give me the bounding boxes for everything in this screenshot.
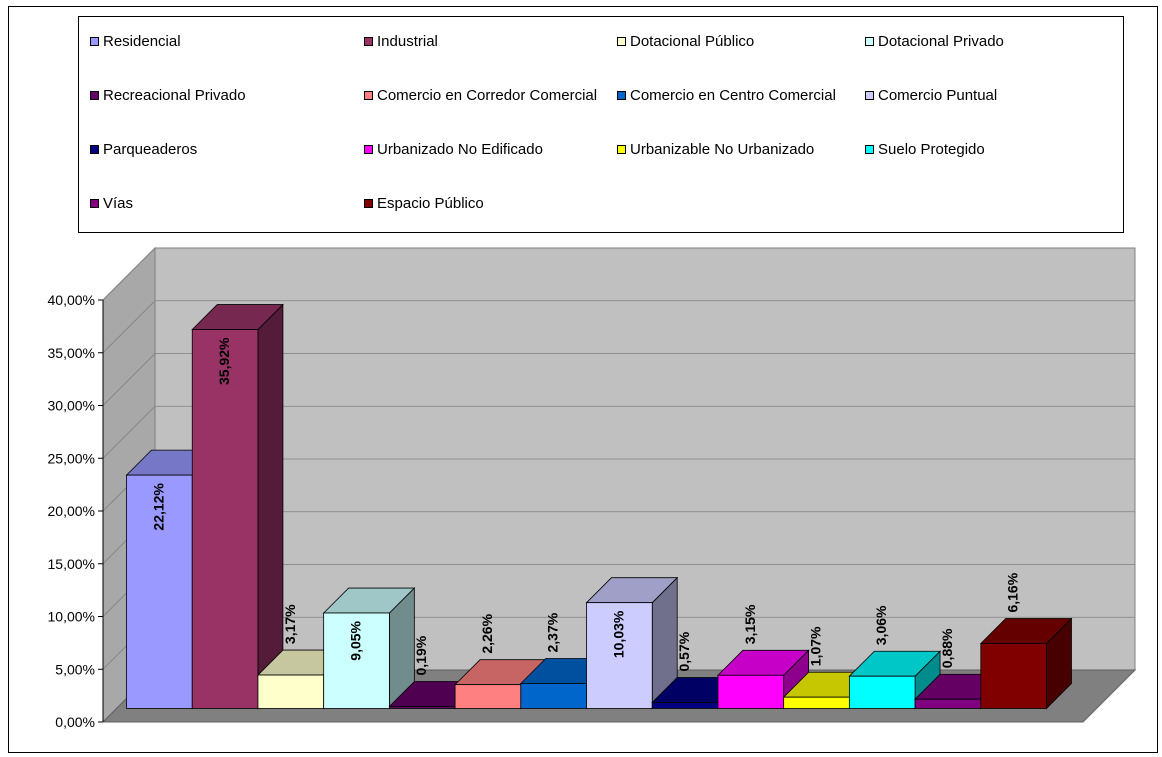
data-label: 0,88% [939,628,955,668]
bar [586,602,653,709]
legend-swatch [90,145,99,154]
legend-item: Dotacional Privado [865,33,1004,50]
legend-item: Urbanizable No Urbanizado [617,141,814,158]
y-tick-label: 5,00% [55,661,95,677]
legend-item: Comercio Puntual [865,87,997,104]
legend-label: Comercio en Centro Comercial [630,87,836,104]
legend-swatch [90,91,99,100]
y-tick-label: 35,00% [48,345,95,361]
bar [191,329,259,709]
data-label: 2,37% [545,612,561,652]
data-label: 35,92% [216,337,232,385]
legend-item: Vías [90,195,133,212]
bar [520,683,587,709]
y-tick-label: 40,00% [48,292,95,308]
legend-item: Industrial [364,33,438,50]
legend-swatch [617,37,626,46]
data-label: 10,03% [610,610,626,658]
data-label: 1,07% [808,626,824,666]
legend-label: Dotacional Privado [878,33,1004,50]
legend-swatch [617,145,626,154]
gridline [102,405,1135,459]
legend-item: Urbanizado No Edificado [364,141,543,158]
legend-label: Industrial [377,33,438,50]
y-tick-label: 25,00% [48,450,95,466]
legend-swatch [364,91,373,100]
data-label: 6,16% [1005,572,1021,612]
legend-label: Parqueaderos [103,141,198,158]
legend-swatch [865,91,874,100]
bar [783,696,850,709]
bar [388,706,456,709]
gridline [102,300,1135,354]
legend-swatch [865,37,874,46]
legend-swatch [364,145,373,154]
legend-label: Comercio Puntual [878,87,998,104]
data-label: 22,12% [150,483,166,531]
legend-swatch [865,145,874,154]
bar-side [257,303,284,710]
legend-item: Comercio en Corredor Comercial [364,87,597,104]
bar [980,643,1047,709]
bar [257,674,325,709]
legend-item: Residencial [90,33,181,50]
y-tick-label: 30,00% [48,398,95,414]
legend-swatch [90,37,99,46]
legend-item: Parqueaderos [90,141,197,158]
legend-swatch [364,37,373,46]
legend-label: Recreacional Privado [103,87,246,104]
legend-label: Vías [103,195,134,212]
legend-label: Espacio Público [377,195,484,212]
legend-swatch [90,199,99,208]
gridline [102,247,1135,301]
y-tick-label: 0,00% [55,714,95,730]
data-label: 9,05% [348,620,364,660]
legend-label: Comercio en Corredor Comercial [377,87,598,104]
gridline [102,353,1135,406]
legend-swatch [364,199,373,208]
legend-label: Residencial [103,33,181,50]
legend-item: Comercio en Centro Comercial [617,87,836,104]
data-label: 0,57% [676,631,692,671]
bar [323,612,390,709]
y-tick-label: 15,00% [48,556,95,572]
data-label: 0,19% [413,635,429,675]
chart-legend: Residencial Industrial Dotacional Público D… [78,16,1124,233]
bar [914,698,982,709]
legend-label: Suelo Protegido [878,141,985,158]
data-label: 3,06% [873,605,889,645]
data-label: 2,26% [479,613,495,653]
bar [454,684,522,709]
bar [848,675,916,709]
data-label: 3,15% [742,604,758,644]
legend-item: Recreacional Privado [90,87,246,104]
legend-label: Urbanizado No Edificado [377,141,543,158]
legend-item: Suelo Protegido [865,141,985,158]
bar [126,474,193,709]
legend-swatch [617,91,626,100]
legend-label: Urbanizable No Urbanizado [630,141,815,158]
data-label: 3,17% [282,604,298,644]
legend-item: Dotacional Público [617,33,754,50]
legend-label: Dotacional Público [630,33,755,50]
bar [717,674,785,709]
legend-item: Espacio Público [364,195,484,212]
bar [651,702,719,709]
y-tick-label: 10,00% [48,609,95,625]
y-tick-label: 20,00% [48,503,95,519]
